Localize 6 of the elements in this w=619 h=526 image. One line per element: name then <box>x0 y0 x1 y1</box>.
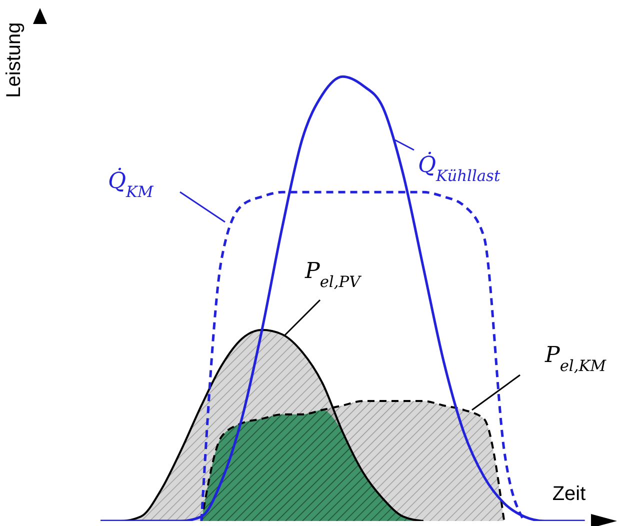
y-axis-title: Leistung <box>3 22 25 98</box>
text: Q̇$_{KM}$ <box>108 166 155 201</box>
text: P$_{el,KM}$ <box>544 343 608 375</box>
x-axis-title: Zeit <box>552 483 586 505</box>
text: P$_{el,PV}$ <box>304 259 362 291</box>
legend-label: Q̇$_{Kühllast}$ <box>418 150 501 185</box>
